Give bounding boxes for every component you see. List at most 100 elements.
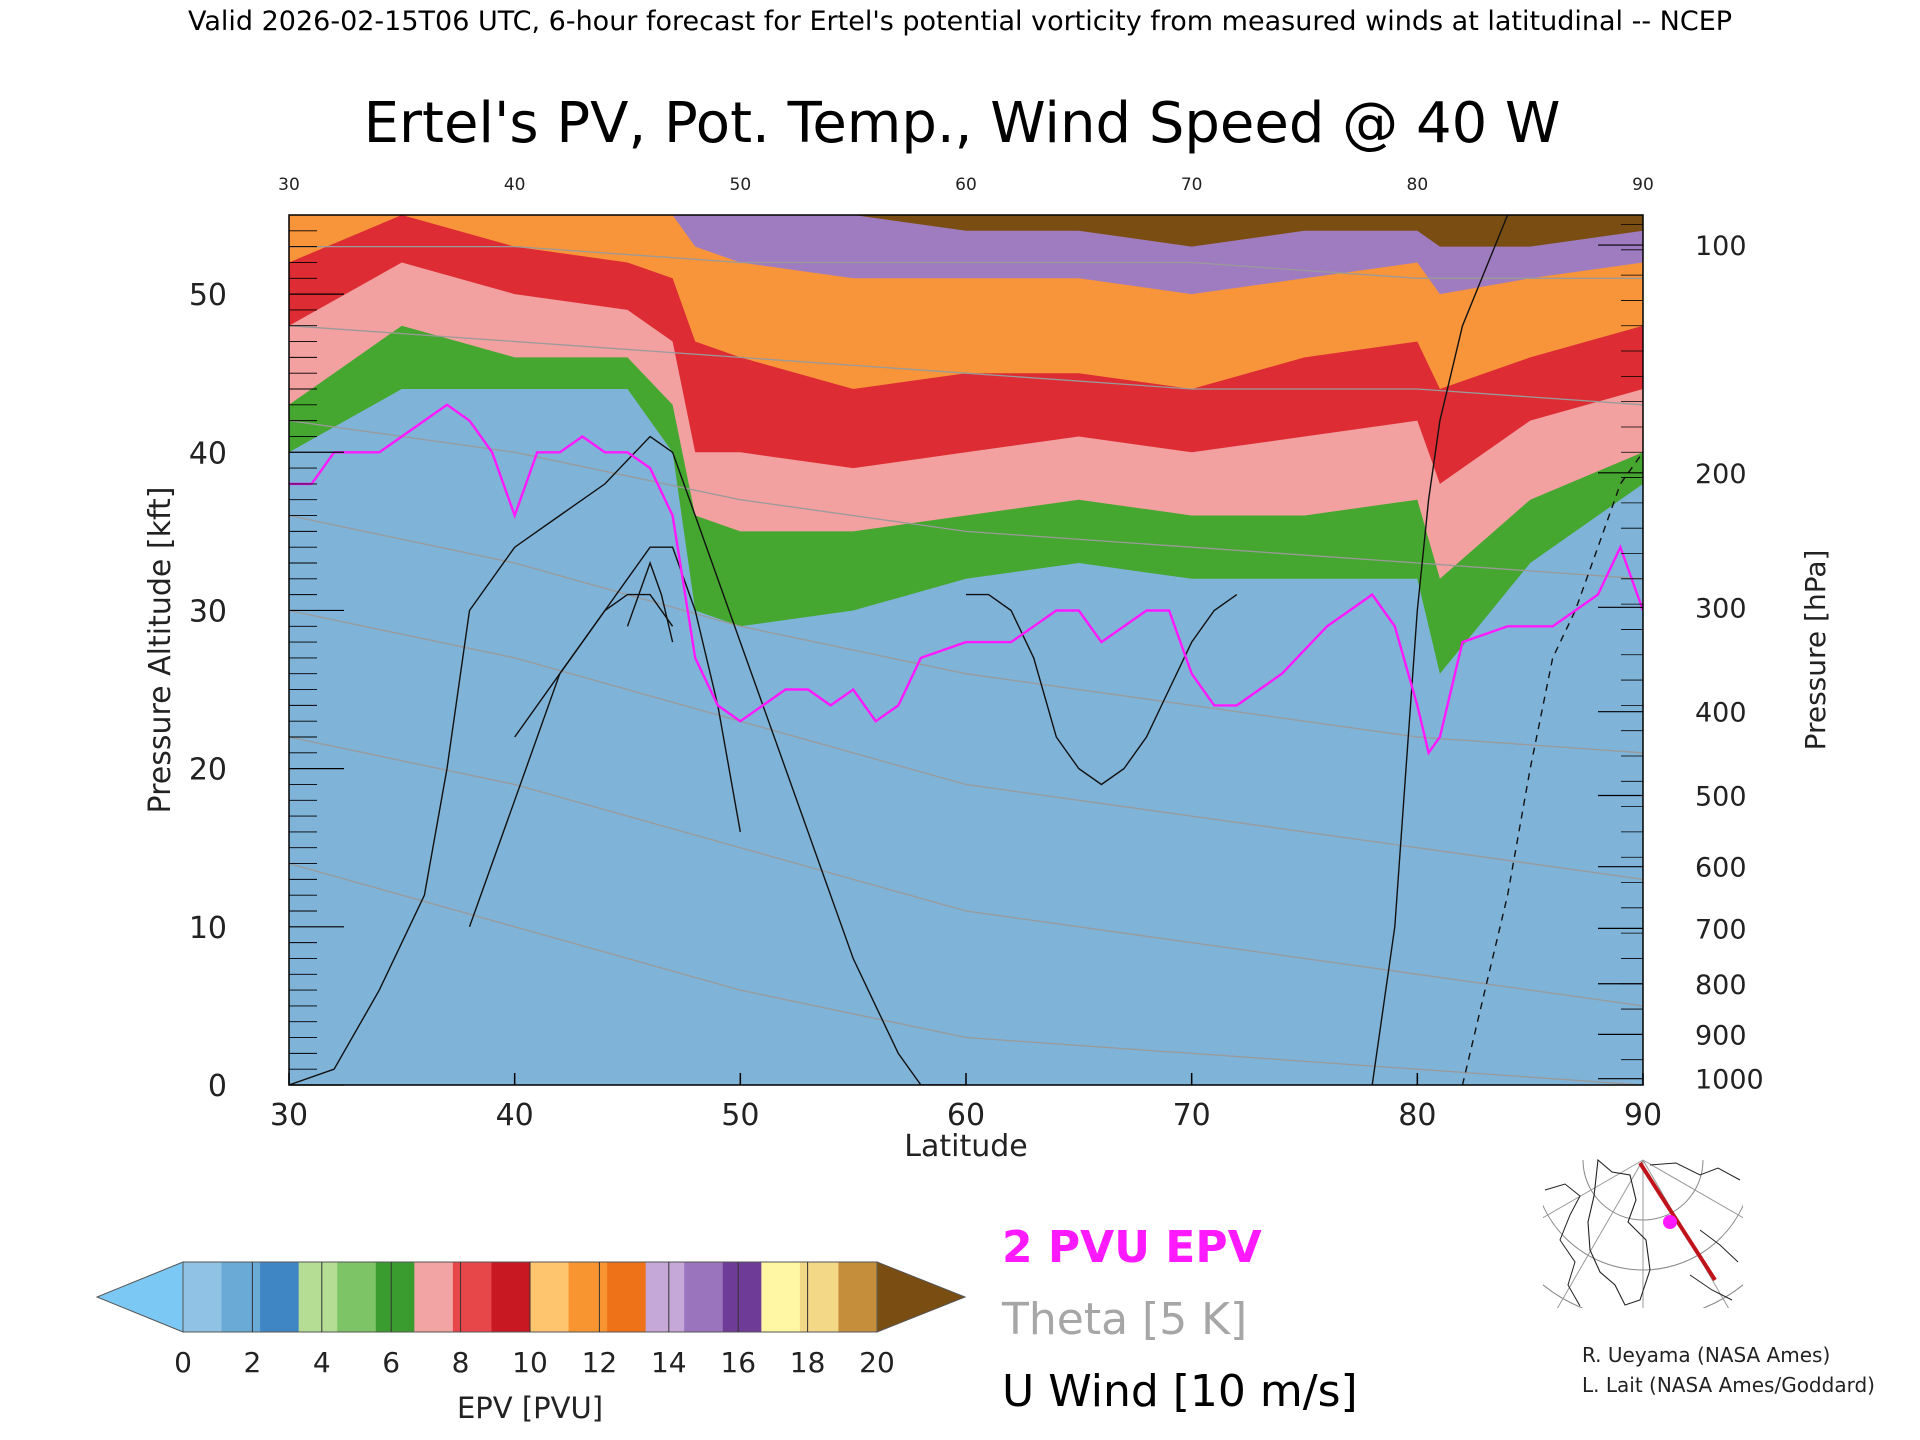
colorbar-swatch (298, 1262, 338, 1332)
colorbar-tick-label: 14 (651, 1346, 687, 1379)
colorbar-tick-label: 8 (452, 1346, 470, 1379)
colorbar-swatch (838, 1262, 878, 1332)
theta-contour-300K (289, 736, 1643, 1007)
u-wind-contour-4 (966, 593, 1238, 786)
inset-locator-map (1543, 1153, 1743, 1308)
colorbar-swatch (337, 1262, 377, 1332)
credit-line-2: L. Lait (NASA Ames/Goddard) (1582, 1373, 1875, 1397)
inset-meridian (1556, 1159, 1644, 1308)
u-wind-contour-5 (1371, 215, 1509, 1085)
x-tick-label: 70 (1173, 1098, 1211, 1133)
inset-meridian (1642, 1159, 1743, 1219)
inset-section-track (1638, 1161, 1717, 1282)
colorbar-swatch (799, 1262, 840, 1332)
top-x-tick-label: 80 (1407, 175, 1429, 195)
pressure-tick-label: 100 (1695, 231, 1747, 262)
pressure-tick-label: 900 (1695, 1020, 1747, 1051)
colorbar-tick-label: 20 (859, 1346, 895, 1379)
y-tick-label: 20 (189, 753, 227, 788)
pressure-tick-label: 1000 (1695, 1065, 1764, 1096)
colorbar-swatch (645, 1262, 685, 1332)
y-axis-label: Pressure Altitude [kft] (143, 487, 178, 814)
pressure-tick-label: 300 (1695, 593, 1747, 624)
colorbar-swatch (607, 1262, 647, 1332)
colorbar-swatch (530, 1262, 570, 1332)
top-x-tick-labels: 30 40 50 60 70 80 90 (278, 175, 1654, 195)
theta-contour-370K (289, 325, 1643, 406)
colorbar-tick-label: 2 (243, 1346, 261, 1379)
colorbar-tick-label: 0 (174, 1346, 192, 1379)
colorbar-swatch (568, 1262, 608, 1332)
x-tick-label: 30 (270, 1098, 308, 1133)
y-tick-label: 50 (189, 278, 227, 313)
top-x-tick-label: 90 (1632, 175, 1654, 195)
top-x-tick-label: 30 (278, 175, 300, 195)
legend-pv-label: 2 PVU EPV (1002, 1222, 1262, 1273)
colorbar-swatch (414, 1262, 454, 1332)
colorbar-swatch (375, 1262, 415, 1332)
x-tick-label: 50 (721, 1098, 759, 1133)
colorbar-tick-label: 6 (382, 1346, 400, 1379)
theta-contour-320K (289, 514, 1643, 754)
inset-location-marker (1663, 1215, 1677, 1229)
u-wind-contour-6 (1461, 451, 1643, 1085)
theta-contour-400K (289, 245, 1643, 279)
x-axis-label: Latitude (904, 1129, 1027, 1164)
pv-band-14-pvu (289, 215, 1643, 295)
top-x-tick-label: 70 (1181, 175, 1203, 195)
inset-meridian (1543, 1159, 1644, 1219)
colorbar-swatch (183, 1262, 223, 1332)
u-wind-contour-3 (626, 560, 674, 643)
colorbar-tick-label: 18 (790, 1346, 826, 1379)
legend-theta-label: Theta [5 K] (1001, 1294, 1247, 1345)
colorbar-swatch (260, 1262, 300, 1332)
y-tick-label: 10 (189, 911, 227, 946)
pressure-tick-label: 400 (1695, 698, 1747, 729)
colorbar-label: EPV [PVU] (457, 1391, 603, 1425)
y-tick-label: 0 (208, 1069, 227, 1104)
x-tick-label: 40 (496, 1098, 534, 1133)
colorbar-swatch (684, 1262, 724, 1332)
inset-coastline-greenland (1587, 1158, 1651, 1306)
theta-contour-310K (289, 609, 1643, 881)
colorbar-swatch (221, 1262, 261, 1332)
top-x-tick-label: 60 (955, 175, 977, 195)
colorbar-swatch (491, 1262, 531, 1332)
pv-band-17-pvu (853, 215, 1643, 247)
x-tick-label: 90 (1624, 1098, 1662, 1133)
u-wind-contour-2 (514, 593, 674, 738)
pressure-tick-label: 700 (1695, 914, 1747, 945)
valid-line: Valid 2026-02-15T06 UTC, 6-hour forecast… (188, 6, 1732, 37)
colorbar-under-arrow (95, 1261, 184, 1333)
colorbar-swatch (452, 1262, 493, 1332)
legend: 2 PVU EPV Theta [5 K] U Wind [10 m/s] (1001, 1222, 1358, 1417)
theta-contour-290K (289, 862, 1643, 1085)
colorbar-tick-label: 12 (582, 1346, 618, 1379)
top-x-tick-label: 40 (504, 175, 526, 195)
pressure-tick-label: 200 (1695, 459, 1747, 490)
u-wind-contour-1 (468, 546, 741, 928)
pressure-tick-label: 600 (1695, 853, 1747, 884)
chart-title: Ertel's PV, Pot. Temp., Wind Speed @ 40 … (364, 91, 1561, 156)
u-wind-contour-0 (289, 435, 966, 1085)
pressure-tick-label: 800 (1695, 970, 1747, 1001)
legend-wind-label: U Wind [10 m/s] (1002, 1366, 1358, 1417)
tropopause-2pvu-line (289, 403, 1643, 756)
y2-axis-label: Pressure [hPa] (1799, 550, 1832, 751)
plot-area (288, 214, 1644, 1086)
colorbar-swatch (761, 1262, 801, 1332)
x-tick-label: 60 (947, 1098, 985, 1133)
colorbar: 0 2 4 6 8 10 12 14 16 18 20 (95, 1261, 967, 1379)
y-tick-label: 40 (189, 436, 227, 471)
colorbar-swatch (722, 1262, 762, 1332)
inset-coastlines (1544, 1162, 1741, 1307)
colorbar-over-arrow (876, 1261, 967, 1333)
colorbar-tick-label: 4 (313, 1346, 331, 1379)
theta-contour-340K (289, 419, 1643, 580)
colorbar-tick-label: 10 (512, 1346, 548, 1379)
credit-line-1: R. Ueyama (NASA Ames) (1582, 1343, 1830, 1367)
x-tick-label: 80 (1398, 1098, 1436, 1133)
pressure-tick-label: 500 (1695, 782, 1747, 813)
top-x-tick-label: 50 (730, 175, 752, 195)
